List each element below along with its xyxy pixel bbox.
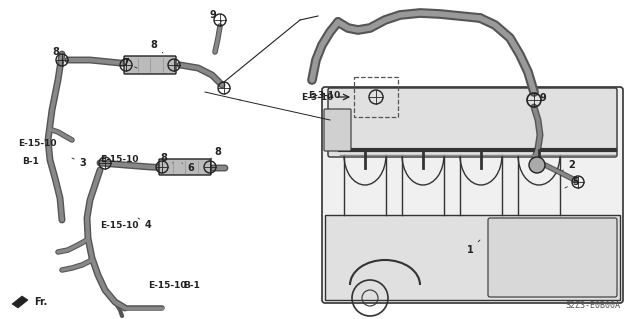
- FancyBboxPatch shape: [159, 159, 211, 175]
- FancyBboxPatch shape: [488, 218, 617, 297]
- Text: 3: 3: [72, 158, 86, 168]
- Text: 8: 8: [210, 147, 221, 160]
- Text: E-15-10: E-15-10: [100, 155, 138, 165]
- Text: 4: 4: [138, 218, 152, 230]
- Text: E-15-10: E-15-10: [148, 280, 186, 290]
- FancyBboxPatch shape: [324, 109, 351, 151]
- FancyBboxPatch shape: [328, 88, 617, 157]
- Text: S2Z3-E0B00A: S2Z3-E0B00A: [565, 301, 620, 310]
- Bar: [325, 215, 620, 300]
- Text: 6: 6: [182, 163, 195, 173]
- Text: E-3-10: E-3-10: [308, 91, 340, 100]
- Text: Fr.: Fr.: [34, 297, 47, 307]
- Polygon shape: [12, 296, 28, 308]
- Text: B-1: B-1: [183, 280, 200, 290]
- FancyBboxPatch shape: [322, 87, 623, 303]
- Text: 8: 8: [150, 40, 163, 53]
- Text: 7: 7: [123, 58, 137, 68]
- Text: B-1: B-1: [22, 158, 39, 167]
- Text: 1: 1: [467, 240, 480, 255]
- Text: 8: 8: [52, 47, 62, 60]
- Text: E-15-10: E-15-10: [100, 220, 138, 229]
- Text: 9: 9: [210, 10, 222, 22]
- Text: 8: 8: [161, 153, 173, 163]
- Text: 2: 2: [563, 160, 575, 171]
- Text: E-15-10: E-15-10: [18, 138, 56, 147]
- Text: 9: 9: [534, 93, 547, 105]
- Text: E-3-10: E-3-10: [301, 93, 333, 101]
- Text: 5: 5: [565, 177, 579, 188]
- Circle shape: [529, 157, 545, 173]
- FancyBboxPatch shape: [124, 56, 176, 74]
